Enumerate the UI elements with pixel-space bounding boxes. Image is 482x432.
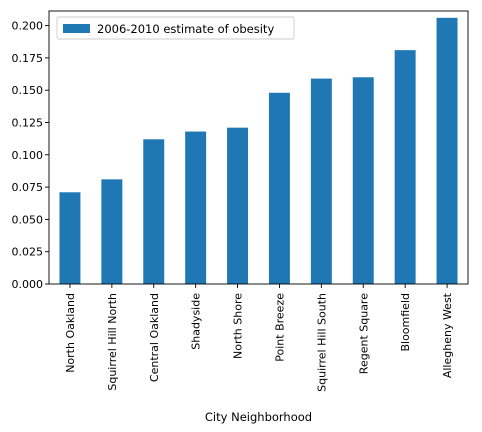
x-tick-label: Shadyside: [190, 293, 203, 350]
legend-swatch: [63, 24, 90, 33]
plot-frame: [48, 10, 469, 285]
y-tick-label: 0.150: [12, 84, 44, 97]
bar-allegheny-west: [436, 17, 458, 284]
x-tick-label: Allegheny West: [441, 292, 454, 378]
bar-north-shore: [227, 127, 249, 284]
bar-central-oakland: [143, 139, 165, 284]
x-axis: North Oakland Squirrel Hill North Central …: [64, 284, 454, 392]
plot-area: [48, 10, 469, 285]
y-tick-label: 0.075: [12, 181, 44, 194]
x-tick-label: Regent Square: [357, 293, 370, 374]
x-tick-label: Point Breeze: [273, 293, 286, 362]
y-tick-label: 0.175: [12, 52, 44, 65]
bar-squirrel-hill-south: [310, 78, 332, 284]
x-tick-label: North Shore: [232, 293, 245, 359]
x-tick-label: Squirrel Hill North: [106, 293, 119, 391]
x-axis-label: City Neighborhood: [205, 410, 312, 424]
bar-regent-square: [352, 77, 374, 284]
y-tick-label: 0.025: [12, 246, 44, 259]
y-tick-label: 0.050: [12, 213, 44, 226]
x-tick-label: Bloomfield: [399, 293, 412, 352]
bar-squirrel-hill-north: [101, 179, 123, 284]
bar-bloomfield: [394, 50, 416, 285]
y-tick-label: 0.200: [12, 20, 44, 33]
x-tick-label: Central Oakland: [148, 293, 161, 382]
bar-point-breeze: [268, 92, 290, 284]
bar-shadyside: [185, 131, 207, 284]
y-axis: 0.000 0.025 0.050 0.075 0.100 0.125 0.150 0.175…: [12, 20, 49, 291]
x-tick-label: Squirrel Hill South: [315, 293, 328, 392]
legend-box: [56, 16, 295, 40]
legend-entry: 2006-2010 estimate of obesity: [97, 22, 274, 36]
y-tick-label: 0.125: [12, 116, 44, 129]
y-tick-label: 0.100: [12, 149, 44, 162]
legend: 2006-2010 estimate of obesity: [56, 16, 295, 40]
y-tick-label: 0.000: [12, 278, 44, 291]
x-tick-label: North Oakland: [64, 293, 77, 373]
bar-north-oakland: [59, 192, 81, 284]
